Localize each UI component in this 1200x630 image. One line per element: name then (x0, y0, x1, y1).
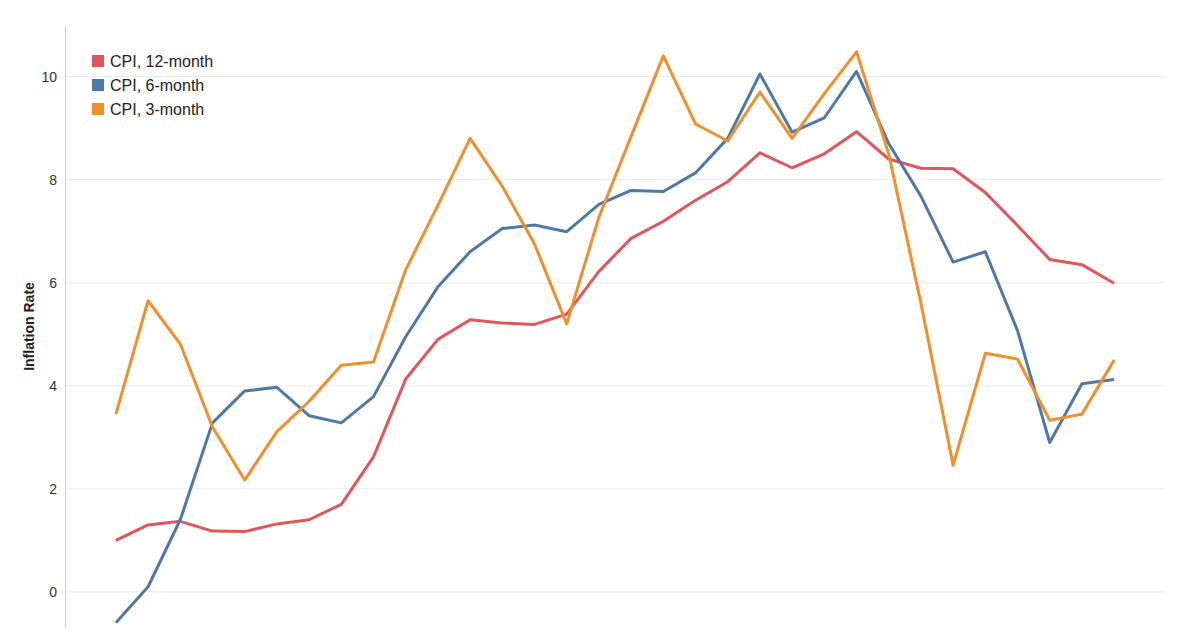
y-tick: 6 (49, 275, 65, 291)
y-tick: 10 (41, 69, 65, 85)
y-tick-label: 2 (49, 481, 57, 497)
series-line (116, 52, 1114, 480)
legend: CPI, 12-month CPI, 6-month CPI, 3-month (92, 53, 213, 118)
y-tick-label: 8 (49, 172, 57, 188)
legend-swatch (92, 103, 104, 115)
chart: 0 2 4 6 8 10 Inflation Rate CPI, 12-month CPI, 6… (0, 0, 1200, 630)
series-line (116, 132, 1114, 541)
grid (65, 77, 1165, 592)
y-axis-title: Inflation Rate (21, 282, 37, 371)
x-axis-line (66, 628, 1166, 629)
legend-label: CPI, 3-month (110, 101, 204, 118)
legend-swatch (92, 79, 104, 91)
y-tick-label: 4 (49, 378, 57, 394)
y-tick: 8 (49, 172, 65, 188)
grid-line (65, 488, 1165, 489)
y-tick: 2 (49, 481, 65, 497)
y-axis-line (65, 26, 66, 629)
y-tick-label: 10 (41, 69, 57, 85)
grid-line (65, 591, 1165, 592)
legend-label: CPI, 12-month (110, 53, 213, 70)
grid-line (65, 76, 1165, 77)
y-tick: 0 (49, 584, 65, 600)
legend-label: CPI, 6-month (110, 77, 204, 94)
y-tick: 4 (49, 378, 65, 394)
legend-swatch (92, 55, 104, 67)
plot-area (116, 52, 1114, 623)
grid-line (65, 282, 1165, 283)
y-tick-label: 6 (49, 275, 57, 291)
y-tick-label: 0 (49, 584, 57, 600)
series-line (116, 71, 1114, 622)
grid-line (65, 385, 1165, 386)
x-axis (66, 628, 1166, 630)
y-axis: 0 2 4 6 8 10 (41, 26, 65, 629)
